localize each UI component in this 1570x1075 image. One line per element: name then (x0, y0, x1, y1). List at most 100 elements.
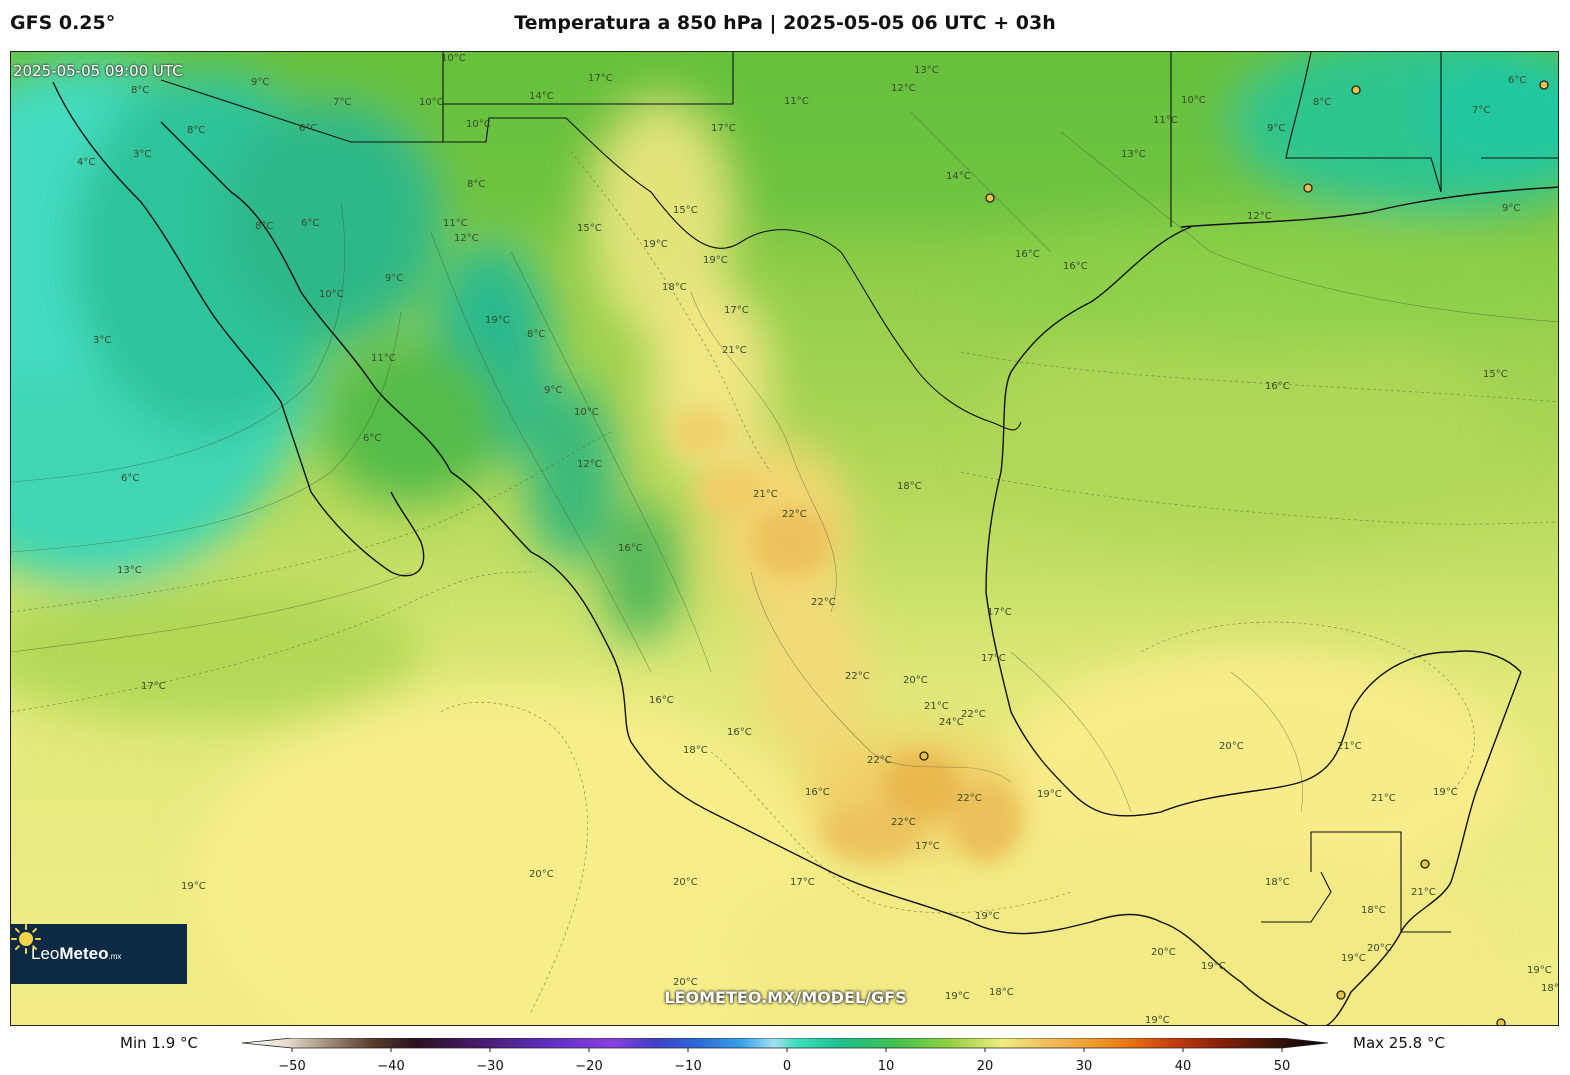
pacific-mainland-coast (160, 121, 1309, 1025)
us-mexico-border (160, 79, 1022, 431)
contour-label: 12°C (1247, 211, 1272, 222)
contour-label: 17°C (981, 653, 1006, 664)
contour-label: 9°C (1267, 123, 1285, 134)
contour-label: 16°C (649, 695, 674, 706)
contour-label: 7°C (1472, 105, 1490, 116)
contour-label: 16°C (805, 787, 830, 798)
contour-label: 22°C (891, 817, 916, 828)
colorbar-tick-label: 30 (1076, 1059, 1093, 1074)
contour-label: 22°C (957, 793, 982, 804)
contour-label: 22°C (845, 671, 870, 682)
min-temperature: Min 1.9 °C (120, 1034, 198, 1052)
map-title: Temperatura a 850 hPa | 2025-05-05 06 UT… (514, 12, 1056, 34)
contour-label: 6°C (363, 433, 381, 444)
contour-label: 11°C (784, 96, 809, 107)
watermark-url: LEOMETEO.MX/MODEL/GFS (664, 988, 907, 1007)
contour-label: 20°C (1151, 947, 1176, 958)
contour-label: 10°C (1181, 95, 1206, 106)
sun-icon (11, 924, 41, 954)
colorbar-tick-label: 50 (1274, 1059, 1291, 1074)
contour-label: 19°C (1433, 787, 1458, 798)
contour-label: 19°C (485, 315, 510, 326)
contour-label: 12°C (577, 459, 602, 470)
colorbar-tick-label: 0 (783, 1059, 791, 1074)
contour-label: 21°C (924, 701, 949, 712)
contour-label: 15°C (1483, 369, 1508, 380)
contour-label: 19°C (1037, 789, 1062, 800)
contour-label: 8°C (131, 85, 149, 96)
contour-label: 10°C (466, 119, 491, 130)
coastlines (52, 81, 1558, 1025)
city-marker[interactable] (1420, 859, 1430, 869)
contour-label: 18°C (1265, 877, 1290, 888)
contour-label: 13°C (1121, 149, 1146, 160)
contour-label: 14°C (946, 171, 971, 182)
contour-label: 10°C (574, 407, 599, 418)
colorbar-ticks: −50 −40 −30 −20 −10 0 10 20 30 40 50 (278, 1048, 1290, 1074)
contour-label: 17°C (724, 305, 749, 316)
contour-label: 19°C (1145, 1015, 1170, 1026)
contour-label: 18°C (989, 987, 1014, 998)
city-marker[interactable] (1539, 80, 1549, 90)
colorbar: −50 −40 −30 −20 −10 0 10 20 30 40 50 (242, 1038, 1329, 1074)
contour-label: 19°C (643, 239, 668, 250)
contour-label: 22°C (867, 755, 892, 766)
contour-label: 17°C (790, 877, 815, 888)
colorbar-tick-label: 40 (1175, 1059, 1192, 1074)
city-marker[interactable] (919, 751, 929, 761)
contour-label: 12°C (891, 83, 916, 94)
city-marker[interactable] (1496, 1018, 1506, 1026)
contour-label: 6°C (121, 473, 139, 484)
contour-label: 13°C (914, 65, 939, 76)
city-markers (919, 80, 1549, 1026)
city-marker[interactable] (1351, 85, 1361, 95)
contour-label: 19°C (703, 255, 728, 266)
contour-label: 19°C (181, 881, 206, 892)
contour-label: 20°C (673, 877, 698, 888)
contour-label: 10°C (419, 97, 444, 108)
baja-coast (52, 81, 425, 577)
contour-label: 17°C (588, 73, 613, 84)
colorbar-tick-label: −30 (476, 1059, 503, 1074)
contour-label: 22°C (782, 509, 807, 520)
contour-label: 16°C (618, 543, 643, 554)
contour-label: 16°C (727, 727, 752, 738)
contour-label: 3°C (93, 335, 111, 346)
city-marker[interactable] (1303, 183, 1313, 193)
contour-label: 19°C (945, 991, 970, 1002)
contour-label: 18°C (1541, 983, 1559, 994)
contour-label: 8°C (255, 221, 273, 232)
contour-label: 19°C (1527, 965, 1552, 976)
contour-label: 11°C (371, 353, 396, 364)
contour-labels: 17°C13°C12°C11°C10°C9°C8°C7°C 10°C14°C10°… (77, 53, 1559, 1026)
temperature-map[interactable]: 17°C 13°C 12°C 11°C 10°C 9°C 8°C 7°C 10°C 14°C 10°… (10, 51, 1559, 1026)
contour-label: 20°C (1219, 741, 1244, 752)
us-gulf-coast (1180, 186, 1558, 228)
gulf-coast (985, 226, 1522, 817)
contour-label: 16°C (1015, 249, 1040, 260)
contour-label: 9°C (385, 273, 403, 284)
contour-label: 9°C (1502, 203, 1520, 214)
contour-label: 9°C (251, 77, 269, 88)
contour-label: 15°C (673, 205, 698, 216)
city-marker[interactable] (1336, 990, 1346, 1000)
contour-label: 11°C (1153, 115, 1178, 126)
contour-label: 22°C (811, 597, 836, 608)
contour-label: 8°C (527, 329, 545, 340)
contour-label: 21°C (1337, 741, 1362, 752)
yucatan-coast (1325, 671, 1522, 1025)
contour-label: 19°C (975, 911, 1000, 922)
contour-label: 18°C (1361, 905, 1386, 916)
contour-label: 7°C (333, 97, 351, 108)
dashed-isotherms (11, 151, 1558, 1013)
contour-label: 13°C (117, 565, 142, 576)
contour-label: 16°C (1265, 381, 1290, 392)
max-temperature: Max 25.8 °C (1353, 1034, 1445, 1052)
contour-label: 21°C (1371, 793, 1396, 804)
temperature-field-blobs (11, 52, 1558, 1025)
contour-label: 6°C (299, 123, 317, 134)
logo-text: LeoMeteo.mx (31, 944, 122, 963)
temperature-hotspots (671, 407, 1021, 862)
brand-logo[interactable]: LeoMeteo.mx (11, 924, 187, 984)
city-marker[interactable] (985, 193, 995, 203)
